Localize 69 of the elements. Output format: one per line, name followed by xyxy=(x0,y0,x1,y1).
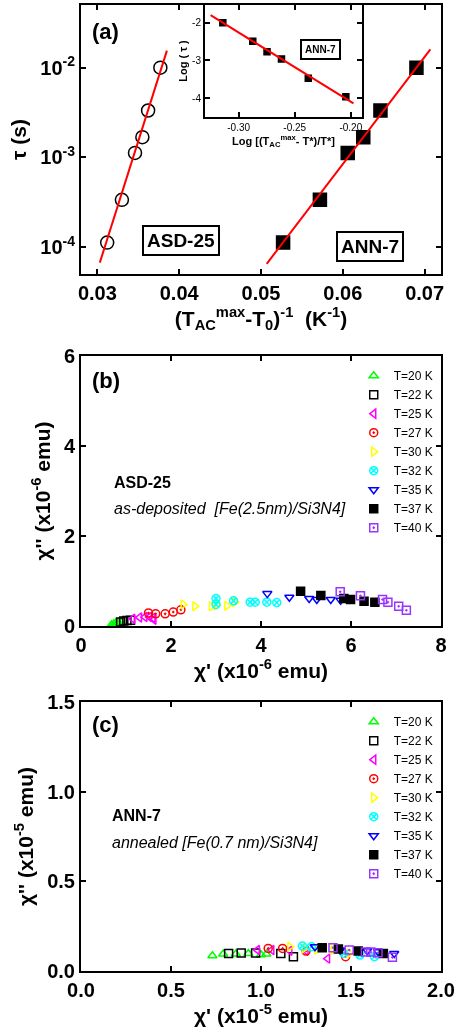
x-tick-label: 0.06 xyxy=(323,282,363,304)
y-axis-title: τ (s) xyxy=(6,119,30,160)
annotation: (b) xyxy=(92,368,121,393)
x-axis-title: Log [(T$_{AC}$$^{max}$- T*)/T*] xyxy=(232,133,336,149)
legend-label: T=35 K xyxy=(393,483,433,498)
x-tick-label: 1.5 xyxy=(337,979,365,1001)
annotation: ANN-7 xyxy=(112,807,161,824)
x-tick-label: 0.04 xyxy=(159,282,200,304)
y-axis-title: Log ( τ ) xyxy=(177,39,190,82)
point xyxy=(99,235,115,250)
legend-label: T=22 K xyxy=(393,388,433,403)
x-tick-label: 2.0 xyxy=(427,979,455,1001)
legend-label: T=22 K xyxy=(393,734,433,749)
y-tick-label: 10$^{-2}$ xyxy=(40,53,76,79)
x-axis-title: χ' (x10$^{-5}$ emu) xyxy=(193,1001,329,1027)
annotation: ANN-7 xyxy=(305,44,336,55)
y-tick-label: 0.0 xyxy=(47,960,75,982)
x-tick-label: -0.25 xyxy=(283,122,307,133)
legend-label: T=25 K xyxy=(393,753,433,768)
y-tick-label: 2 xyxy=(63,525,75,547)
y-tick-label: 0 xyxy=(63,615,75,637)
annotation: as-deposited [Fe(2.5nm)/Si3N4] xyxy=(114,500,346,517)
legend-label: T=27 K xyxy=(393,772,433,787)
point xyxy=(140,103,156,118)
point xyxy=(153,60,168,75)
x-tick-label: 6 xyxy=(345,634,357,656)
y-tick-label: -4 xyxy=(192,92,202,104)
legend-label: T=37 K xyxy=(393,502,433,517)
y-tick-label: 10$^{-3}$ xyxy=(40,142,76,169)
legend-label: T=40 K xyxy=(393,867,433,882)
legend-label: T=32 K xyxy=(393,810,433,825)
legend-label: T=30 K xyxy=(393,791,433,806)
text: (T$_{AC}$$^{max}$-T$_{0}$)$^{-1}$ (K$^{-1}$) xyxy=(174,304,348,334)
annotation: (c) xyxy=(92,712,119,737)
x-tick-label: 0.5 xyxy=(157,979,185,1001)
annotation: ASD-25 xyxy=(114,474,172,491)
legend-label: T=27 K xyxy=(393,426,433,441)
legend-label: T=40 K xyxy=(393,521,433,536)
legend-label: T=32 K xyxy=(393,464,433,479)
y-tick-label: 10$^{-4}$ xyxy=(40,232,76,259)
y-tick-label: 6 xyxy=(63,345,75,367)
x-tick-label: 0.05 xyxy=(241,282,281,304)
x-tick-label: 0.03 xyxy=(77,282,117,304)
legend-label: T=20 K xyxy=(393,715,433,730)
x-tick-label: 4 xyxy=(255,634,268,656)
x-axis-title: χ' (x10$^{-6}$ emu) xyxy=(193,656,329,682)
x-tick-label: 0.07 xyxy=(405,282,445,304)
y-tick-label: 1.0 xyxy=(47,780,75,803)
y-tick-label: 4 xyxy=(63,435,76,457)
x-tick-label: -0.30 xyxy=(227,122,251,133)
legend-label: T=25 K xyxy=(393,407,433,422)
y-tick-label: 0.5 xyxy=(47,870,75,893)
annotation: (a) xyxy=(92,19,119,44)
legend-label: T=35 K xyxy=(393,829,433,844)
point xyxy=(114,192,130,208)
y-tick-label: -2 xyxy=(192,17,202,29)
point xyxy=(127,145,143,161)
annotation: ANN-7 xyxy=(341,236,400,257)
legend-label: T=37 K xyxy=(393,848,433,863)
annotation: annealed [Fe(0.7 nm)/Si3N4] xyxy=(112,834,318,851)
y-tick-label: 1.5 xyxy=(47,691,75,713)
x-tick-label: 8 xyxy=(435,634,447,656)
point xyxy=(135,129,150,145)
annotation: ASD-25 xyxy=(147,230,216,251)
legend-label: T=30 K xyxy=(393,445,433,460)
x-tick-label: 2 xyxy=(165,634,177,656)
y-tick-label: -3 xyxy=(192,54,202,66)
x-tick-label: 1.0 xyxy=(247,979,275,1001)
legend-label: T=20 K xyxy=(393,369,433,384)
